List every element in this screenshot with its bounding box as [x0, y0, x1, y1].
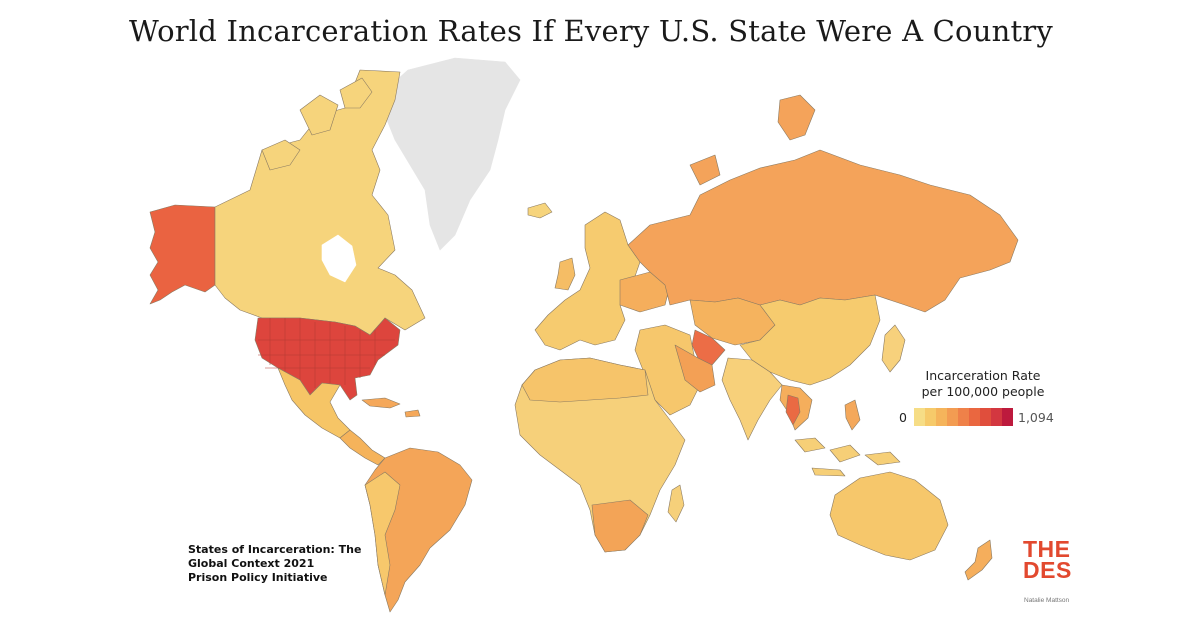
legend-color-step	[980, 408, 991, 426]
region-caribbean[interactable]	[361, 397, 421, 418]
source-note: States of Incarceration: The Global Cont…	[188, 543, 361, 585]
region-andean-countries[interactable]	[364, 471, 401, 596]
region-new-zealand[interactable]	[964, 539, 993, 581]
region-australia[interactable]	[829, 471, 949, 561]
region-iran[interactable]	[674, 344, 716, 393]
region-india[interactable]	[721, 357, 783, 441]
legend-title-line2: per 100,000 people	[921, 384, 1045, 399]
legend-color-step	[947, 408, 958, 426]
region-middle-east[interactable]	[634, 324, 701, 416]
legend-max-label: 1,094	[1018, 410, 1054, 425]
logo-line1: THE	[1023, 536, 1071, 562]
legend-color-step	[914, 408, 925, 426]
region-uk[interactable]	[554, 257, 576, 291]
region-philippines[interactable]	[844, 399, 861, 431]
region-russia-islands[interactable]	[689, 94, 816, 186]
us-state-lines	[258, 318, 395, 388]
legend-scale: 0 1,094	[894, 408, 1074, 428]
legend-color-step	[1002, 408, 1013, 426]
region-north-africa[interactable]	[521, 357, 649, 403]
legend-min-label: 0	[899, 410, 907, 425]
color-legend: Incarceration Rate per 100,000 people 0 …	[894, 368, 1064, 426]
source-line3: Prison Policy Initiative	[188, 571, 328, 584]
region-southern-africa[interactable]	[591, 499, 649, 553]
legend-color-step	[991, 408, 1002, 426]
region-china[interactable]	[739, 294, 881, 386]
source-line1: States of Incarceration: The	[188, 543, 362, 556]
logo-line2: DES	[1023, 557, 1072, 583]
region-iceland[interactable]	[527, 202, 553, 219]
author-credit: Natalie Mattson	[1024, 597, 1070, 604]
region-madagascar[interactable]	[667, 484, 685, 523]
region-central-america[interactable]	[339, 429, 386, 466]
map-title: World Incarceration Rates If Every U.S. …	[129, 14, 1053, 48]
legend-color-bar	[914, 408, 1013, 426]
legend-title-line1: Incarceration Rate	[925, 368, 1041, 383]
publisher-logo: THE DES	[1023, 536, 1072, 583]
region-russia[interactable]	[627, 149, 1019, 313]
legend-title: Incarceration Rate per 100,000 people	[894, 368, 1064, 400]
region-japan[interactable]	[881, 324, 906, 373]
legend-color-step	[925, 408, 936, 426]
legend-color-step	[936, 408, 947, 426]
region-greenland[interactable]	[379, 57, 521, 251]
region-thailand[interactable]	[785, 394, 801, 426]
source-line2: Global Context 2021	[188, 557, 315, 570]
legend-color-step	[969, 408, 980, 426]
legend-color-step	[958, 408, 969, 426]
region-mexico[interactable]	[277, 367, 351, 439]
region-arctic-islands[interactable]	[261, 77, 373, 171]
hudson-bay	[321, 234, 357, 283]
region-indonesia[interactable]	[794, 437, 901, 477]
region-alaska[interactable]	[149, 204, 216, 305]
